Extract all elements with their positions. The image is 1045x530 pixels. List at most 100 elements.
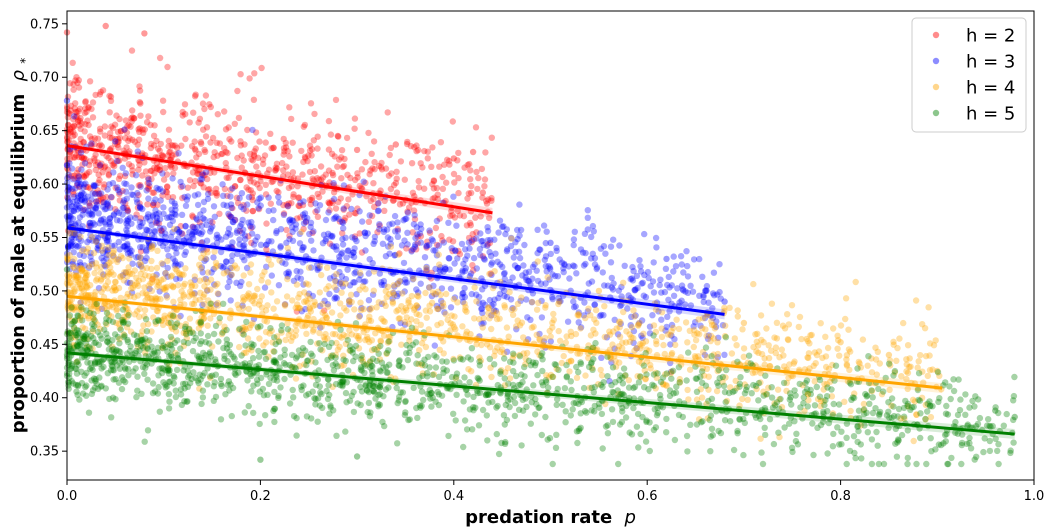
data-point xyxy=(297,199,304,206)
data-point xyxy=(141,370,148,377)
data-point xyxy=(346,297,353,304)
data-point xyxy=(100,257,107,265)
data-point xyxy=(137,100,144,107)
data-point xyxy=(80,206,88,213)
data-point xyxy=(197,138,204,146)
data-point xyxy=(107,223,114,230)
data-point xyxy=(824,450,831,457)
data-point xyxy=(534,249,541,257)
data-point xyxy=(634,410,642,418)
data-point xyxy=(104,233,112,241)
data-point xyxy=(263,241,270,248)
data-point xyxy=(70,341,77,348)
data-point xyxy=(106,92,113,100)
data-point xyxy=(114,138,121,146)
data-point xyxy=(74,179,82,186)
data-point xyxy=(304,299,311,306)
data-point xyxy=(467,222,474,229)
data-point xyxy=(248,230,256,237)
data-point xyxy=(470,254,478,262)
data-point xyxy=(207,225,215,232)
data-point xyxy=(124,123,131,130)
data-point xyxy=(70,207,78,215)
data-point xyxy=(714,350,722,358)
data-point xyxy=(165,252,172,260)
data-point xyxy=(222,159,229,167)
data-point xyxy=(754,330,761,337)
data-point xyxy=(607,355,614,362)
data-point xyxy=(304,157,311,165)
data-point xyxy=(158,365,165,372)
data-point xyxy=(111,284,118,291)
data-point xyxy=(740,319,748,327)
data-point xyxy=(410,245,417,253)
data-point xyxy=(644,268,652,276)
data-point xyxy=(397,158,405,165)
data-point xyxy=(326,240,334,247)
data-point xyxy=(414,240,421,247)
data-point xyxy=(414,233,421,240)
data-point xyxy=(347,174,354,182)
data-point xyxy=(904,342,912,349)
data-point xyxy=(324,301,331,308)
data-point xyxy=(178,142,185,149)
data-point xyxy=(189,213,197,221)
data-point xyxy=(261,268,268,275)
data-point xyxy=(89,190,96,197)
data-point xyxy=(146,180,153,187)
data-point xyxy=(188,282,196,289)
data-point xyxy=(109,252,117,259)
data-point xyxy=(365,270,372,277)
data-point xyxy=(156,163,163,170)
data-point xyxy=(325,146,333,153)
data-point xyxy=(910,437,917,445)
data-point xyxy=(207,217,214,225)
data-point xyxy=(114,135,122,142)
data-point xyxy=(370,195,377,203)
data-point xyxy=(89,114,97,121)
data-point xyxy=(329,330,336,338)
data-point xyxy=(81,160,89,167)
data-point xyxy=(141,307,149,314)
data-point xyxy=(335,156,343,163)
data-point xyxy=(441,309,448,316)
data-point xyxy=(489,398,496,406)
data-point xyxy=(156,185,164,193)
data-point xyxy=(875,385,882,393)
data-point xyxy=(154,219,161,226)
data-point xyxy=(370,180,377,187)
data-point xyxy=(332,278,339,285)
data-point xyxy=(331,153,338,160)
data-point xyxy=(390,181,398,189)
data-point xyxy=(108,157,115,165)
data-point xyxy=(241,241,248,249)
data-point xyxy=(357,401,364,409)
data-point xyxy=(70,343,78,350)
data-point xyxy=(442,311,449,318)
data-point xyxy=(73,74,80,81)
data-point xyxy=(393,168,400,175)
data-point xyxy=(436,261,443,268)
data-point xyxy=(755,397,762,404)
data-point xyxy=(834,332,841,339)
data-point xyxy=(668,321,676,329)
data-point xyxy=(642,438,650,445)
data-point xyxy=(216,314,223,322)
data-point xyxy=(139,150,146,157)
data-point xyxy=(297,268,304,275)
data-point xyxy=(467,167,474,174)
data-point xyxy=(130,331,138,338)
data-point xyxy=(577,325,584,332)
data-point xyxy=(79,207,87,214)
data-point xyxy=(220,300,227,307)
data-point xyxy=(98,254,105,262)
data-point xyxy=(111,242,118,249)
data-point xyxy=(924,408,931,415)
data-point xyxy=(290,193,297,201)
data-point xyxy=(109,249,117,256)
data-point xyxy=(166,353,173,360)
data-point xyxy=(160,210,167,218)
data-point xyxy=(402,409,409,416)
data-point xyxy=(436,163,443,170)
data-point xyxy=(205,186,212,193)
